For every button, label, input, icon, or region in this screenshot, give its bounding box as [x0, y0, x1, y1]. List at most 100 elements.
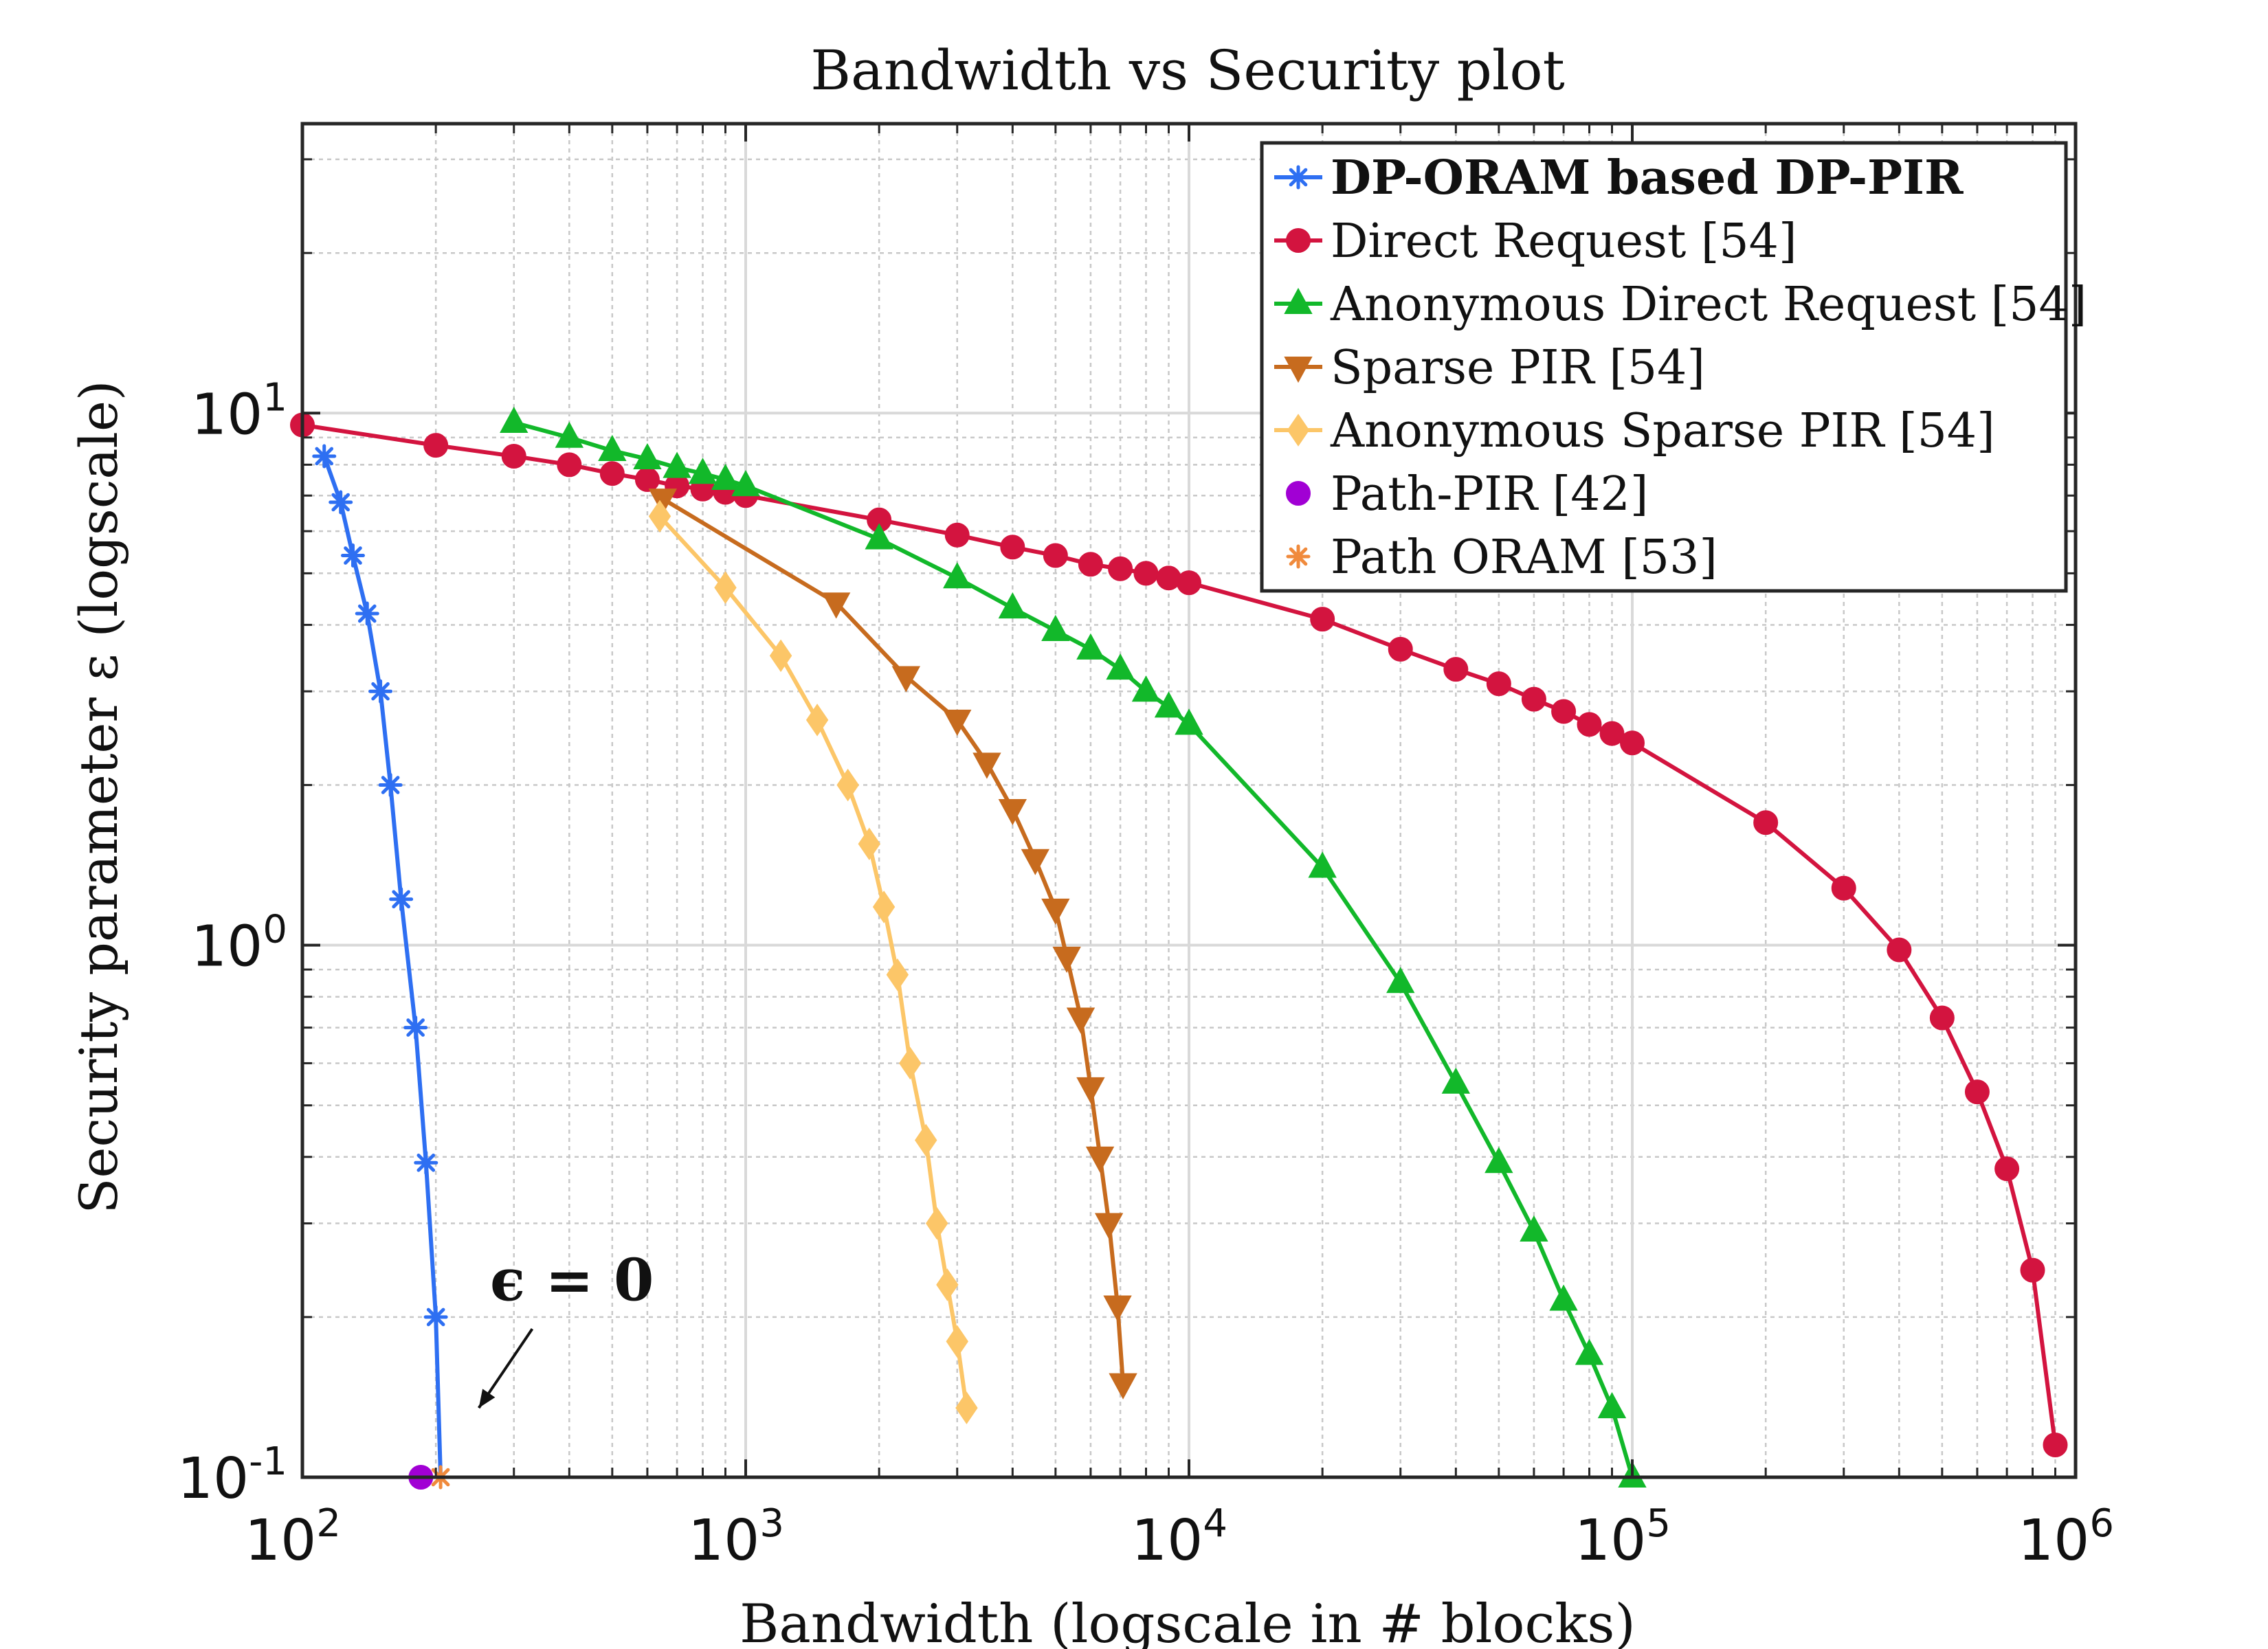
series-5: [648, 500, 978, 1424]
data-point: [1887, 937, 1912, 963]
data-point: [555, 421, 584, 448]
legend-item-5: Anonymous Sparse PIR [54]: [1274, 404, 1995, 458]
data-point: [891, 666, 920, 693]
data-point: [1520, 1215, 1548, 1242]
data-point: [1597, 1391, 1627, 1419]
x-tick-label: 105: [1575, 1501, 1671, 1573]
legend-item-6: Path-PIR [42]: [1286, 467, 1648, 521]
data-point: [1599, 721, 1625, 746]
data-point: [663, 451, 691, 478]
data-point: [1076, 1077, 1105, 1103]
data-point: [858, 827, 881, 861]
data-point: [423, 433, 449, 458]
data-point: [1043, 543, 1068, 568]
data-point: [1076, 633, 1105, 660]
data-point: [946, 1325, 968, 1358]
data-point: [711, 463, 740, 491]
series-3: [500, 406, 1647, 1488]
legend-item-7: Path ORAM [53]: [1286, 530, 1717, 585]
legend-label: Direct Request [54]: [1331, 214, 1797, 269]
data-point: [2043, 1432, 2068, 1457]
data-point: [355, 601, 379, 626]
data-point: [936, 1268, 959, 1301]
data-point: [955, 1391, 978, 1424]
x-tick-label: 106: [2018, 1501, 2114, 1573]
data-point: [899, 1046, 922, 1080]
data-point: [1443, 657, 1469, 682]
data-point: [865, 523, 893, 550]
data-point: [1109, 1373, 1137, 1400]
data-point: [378, 773, 403, 798]
data-point: [998, 592, 1027, 619]
legend-label: DP-ORAM based DP-PIR: [1331, 150, 1964, 205]
legend-item-4: Sparse PIR [54]: [1274, 341, 1705, 395]
data-point: [943, 562, 972, 589]
data-point: [1078, 552, 1103, 577]
data-point: [872, 890, 896, 923]
data-point: [1521, 686, 1546, 712]
data-point: [1041, 614, 1070, 641]
data-point: [688, 458, 718, 484]
data-point: [1388, 636, 1413, 662]
data-point: [769, 639, 792, 673]
data-point: [312, 444, 337, 469]
data-point: [1108, 556, 1133, 581]
data-point: [634, 467, 660, 493]
data-point: [1753, 810, 1779, 835]
data-point: [1549, 1284, 1578, 1311]
data-point: [1831, 875, 1856, 901]
data-point: [714, 571, 737, 604]
data-point: [340, 543, 365, 568]
x-tick-label: 104: [1131, 1501, 1227, 1573]
data-point: [648, 489, 678, 515]
legend-label: Anonymous Direct Request [54]: [1330, 278, 2087, 332]
data-point: [944, 522, 970, 548]
data-point: [886, 958, 909, 991]
data-point: [1094, 1213, 1124, 1239]
data-point: [1021, 849, 1050, 875]
data-point: [648, 500, 671, 533]
data-point: [557, 452, 582, 478]
legend-box: [1260, 141, 2068, 593]
data-point: [2020, 1257, 2045, 1283]
chart-title: Bandwidth vs Security plot: [810, 38, 1564, 102]
x-axis-label: Bandwidth (logscale in # blocks): [740, 1593, 1636, 1649]
legend-marker: [1286, 544, 1311, 569]
data-point: [1486, 671, 1511, 697]
data-point: [998, 798, 1027, 826]
data-point: [1177, 570, 1201, 596]
legend-item-2: Direct Request [54]: [1274, 214, 1797, 269]
data-point: [1133, 561, 1159, 586]
annotation-epsilon-zero: ϵ = 0: [490, 1246, 654, 1314]
legend-marker: [1286, 481, 1311, 506]
data-point: [1964, 1079, 1990, 1105]
x-tick-label: 103: [688, 1501, 784, 1573]
data-point: [1156, 565, 1181, 591]
data-point: [1310, 607, 1335, 632]
data-point: [423, 1305, 448, 1330]
legend-marker: [1286, 165, 1311, 190]
data-point: [1175, 708, 1203, 735]
plot-area: [290, 406, 2068, 1490]
axis-ticks: [301, 124, 2077, 1479]
y-tick-label: 101: [191, 375, 287, 447]
y-axis-label: Security parameter ε (logscale): [68, 380, 129, 1213]
data-point: [1052, 946, 1081, 973]
data-point: [1575, 1338, 1604, 1365]
annotation-arrow-head: [478, 1389, 496, 1409]
data-point: [1386, 967, 1415, 994]
data-point: [403, 1016, 428, 1040]
data-point: [1485, 1147, 1513, 1174]
legend-items: DP-ORAM based DP-PIR Direct Request [54] A…: [1274, 150, 2087, 585]
data-point: [501, 443, 526, 469]
data-point: [915, 1123, 937, 1157]
data-point: [972, 752, 1001, 779]
legend-label: Sparse PIR [54]: [1331, 341, 1705, 395]
legend-marker: [1287, 414, 1310, 447]
data-point: [1577, 712, 1602, 737]
series-4: [648, 489, 1137, 1400]
series-2: [290, 412, 2068, 1457]
data-point: [1154, 691, 1183, 718]
data-point: [1041, 898, 1070, 925]
data-point: [1131, 675, 1161, 702]
